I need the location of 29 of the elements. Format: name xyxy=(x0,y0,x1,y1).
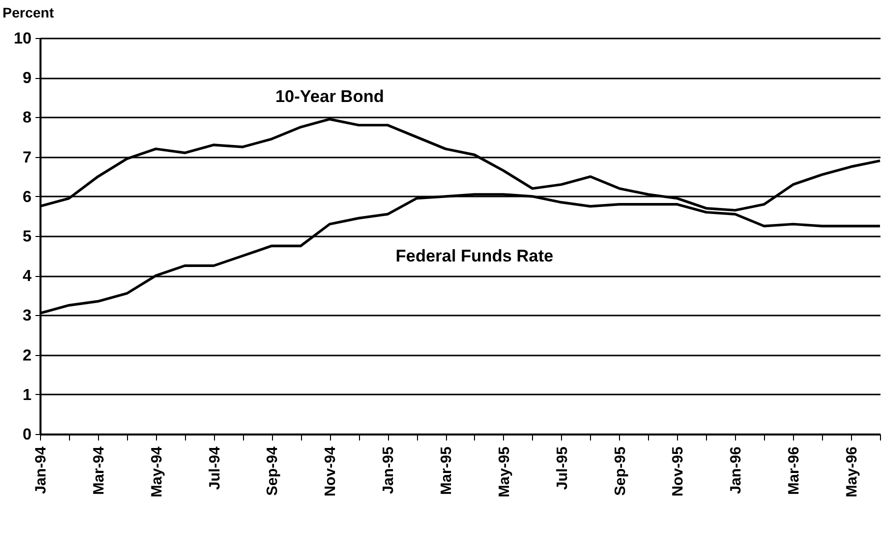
x-tick-label: Nov-94 xyxy=(322,446,340,497)
x-tick-label: May-96 xyxy=(844,446,861,498)
series-label: Federal Funds Rate xyxy=(396,246,554,266)
x-tick-label: Sep-94 xyxy=(264,446,282,496)
x-tick-label: Jul-95 xyxy=(554,446,571,490)
x-tick-label: Mar-96 xyxy=(786,446,803,495)
x-tick-label: Jan-95 xyxy=(380,446,398,494)
y-tick-label: 7 xyxy=(22,149,32,166)
x-tick-label: May-95 xyxy=(496,446,513,498)
y-tick-label: 9 xyxy=(22,70,32,88)
y-tick-label: 10 xyxy=(14,30,32,48)
y-tick-label: 2 xyxy=(22,347,32,364)
y-axis-title: Percent xyxy=(2,4,54,20)
y-tick-label: 4 xyxy=(22,268,32,286)
series-label: 10-Year Bond xyxy=(275,87,384,106)
x-tick-label: Jan-94 xyxy=(32,446,50,494)
x-tick-label: Sep-95 xyxy=(612,446,629,496)
y-tick-label: 6 xyxy=(22,188,32,206)
x-tick-label: Nov-95 xyxy=(670,446,687,497)
x-tick-label: Mar-94 xyxy=(90,446,108,495)
y-tick-label: 8 xyxy=(22,110,32,127)
y-tick-label: 3 xyxy=(22,308,32,325)
x-tick-label: Jan-96 xyxy=(728,446,745,494)
y-tick-label: 5 xyxy=(22,228,32,246)
x-tick-label: Jul-94 xyxy=(206,446,224,490)
x-tick-label: Mar-95 xyxy=(438,446,456,495)
x-tick-label: May-94 xyxy=(148,446,166,498)
y-tick-label: 0 xyxy=(22,426,32,444)
y-tick-label: 1 xyxy=(22,386,32,404)
